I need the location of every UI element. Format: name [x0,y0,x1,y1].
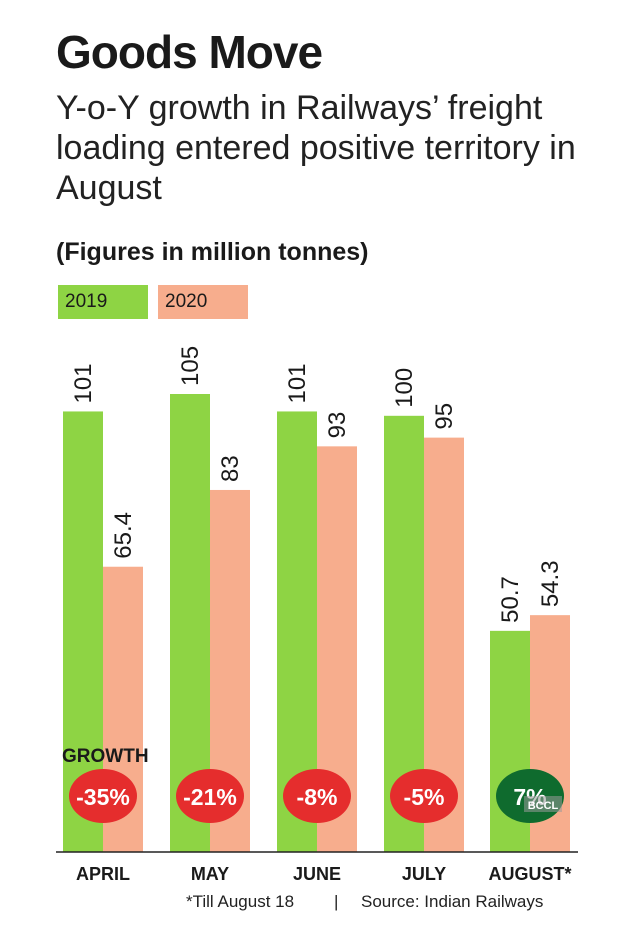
value-label-2020-3: 93 [324,412,351,439]
growth-badge-2 [176,769,244,823]
value-label-2020-5: 54.3 [537,560,564,607]
value-label-2019-3: 101 [284,363,311,403]
watermark-text: BCCL [528,800,559,812]
chart-subtitle: Y-o-Y growth in Railways’ freight loadin… [56,89,576,207]
growth-value-1: -35% [76,784,130,810]
value-label-2019-2: 105 [177,346,204,386]
category-label-4: JULY [402,864,446,884]
value-label-2020-1: 65.4 [110,512,137,559]
growth-badge-3 [283,769,351,823]
unit-note: (Figures in million tonnes) [56,238,369,266]
category-label-5: AUGUST* [488,864,571,884]
growth-value-2: -21% [183,784,237,810]
growth-badge-1 [69,769,137,823]
legend-2019-label: 2019 [65,291,108,312]
footnote: *Till August 18 [186,892,295,911]
value-label-2020-4: 95 [431,403,458,430]
source-note: Source: Indian Railways [361,892,544,911]
legend-2019: 2019 [58,285,148,319]
value-label-2019-4: 100 [391,368,418,408]
growth-value-4: -5% [404,784,445,810]
value-label-2020-2: 83 [217,455,244,482]
footer-separator: | [334,892,339,911]
chart-title: Goods Move [56,26,323,78]
category-label-2: MAY [191,864,229,884]
value-label-2019-5: 50.7 [497,576,524,623]
category-label-1: APRIL [76,864,130,884]
growth-badge-4 [390,769,458,823]
legend-2020: 2020 [158,285,248,319]
value-label-2019-1: 101 [70,363,97,403]
growth-value-3: -8% [297,784,338,810]
legend-2020-label: 2020 [165,291,208,312]
category-label-3: JUNE [293,864,341,884]
watermark-box [524,796,562,812]
growth-label: GROWTH [62,746,149,767]
